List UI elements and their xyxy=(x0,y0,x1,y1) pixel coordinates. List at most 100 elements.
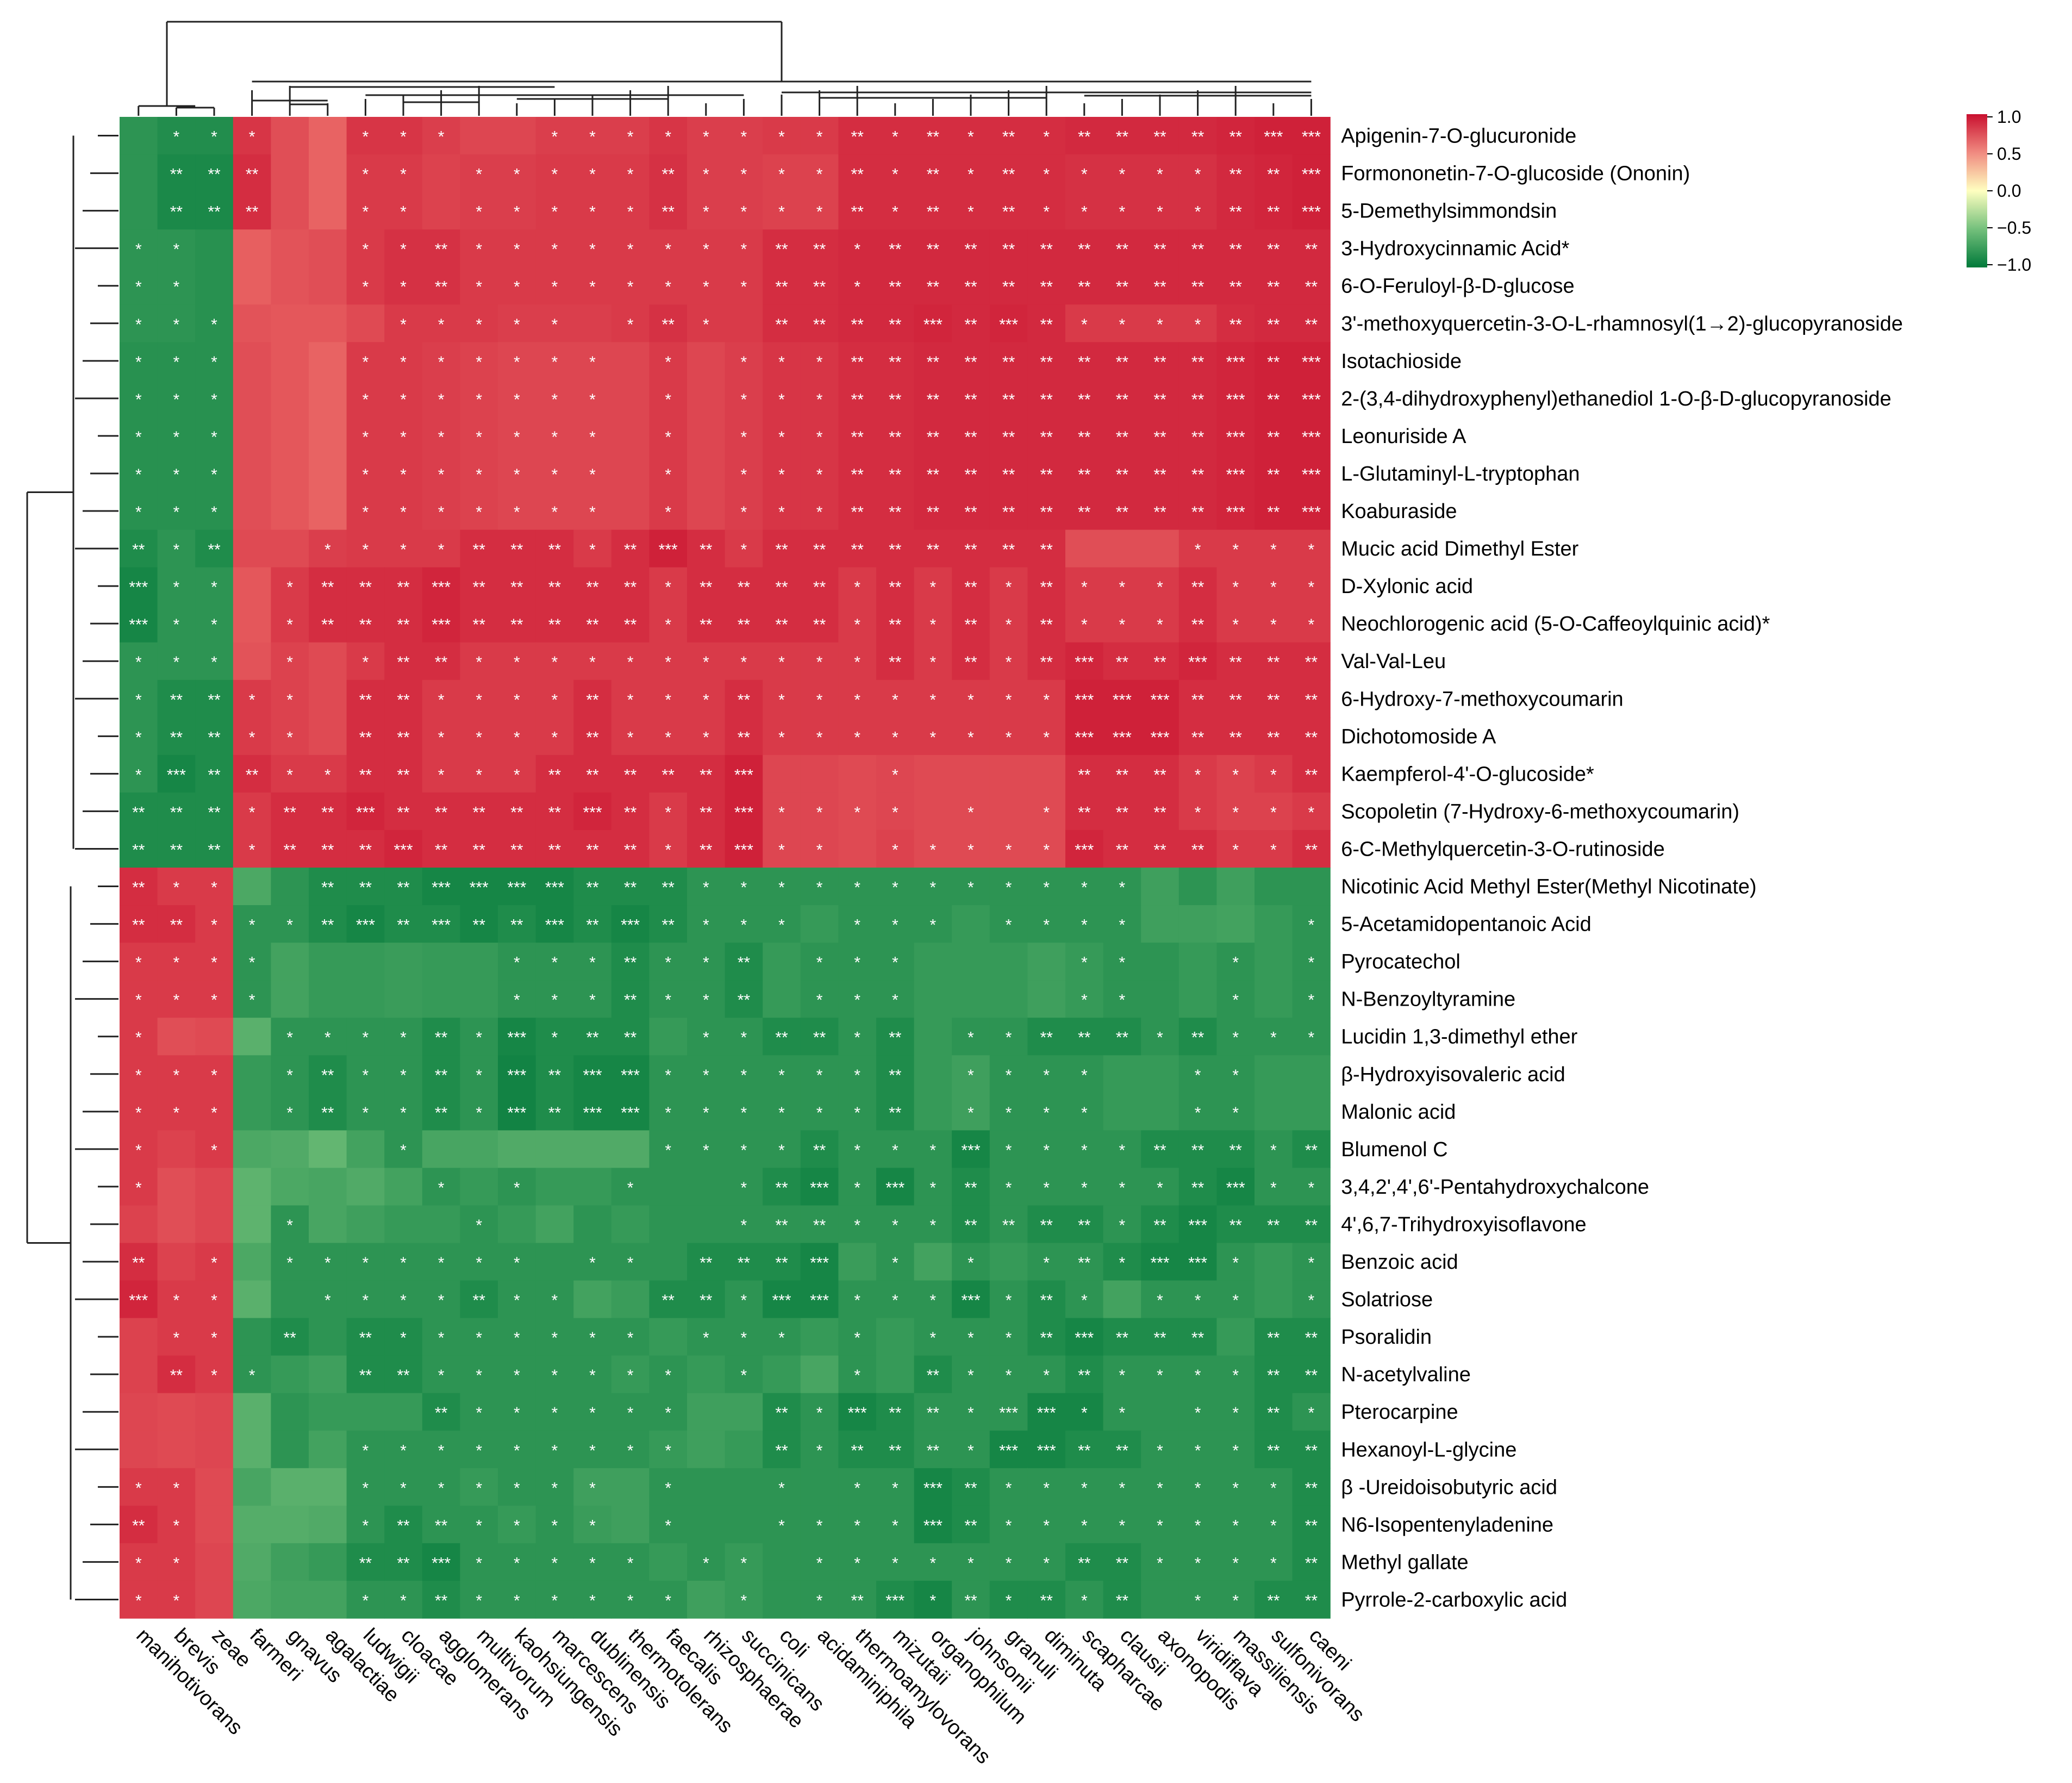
significance-mark: * xyxy=(173,653,180,671)
heatmap-cell xyxy=(384,1280,423,1319)
heatmap-cell xyxy=(838,1505,877,1544)
heatmap-cell xyxy=(1103,117,1141,155)
heatmap-cell xyxy=(233,755,271,793)
significance-mark: * xyxy=(741,917,747,934)
significance-mark: * xyxy=(968,728,974,746)
heatmap-cell xyxy=(1292,1093,1331,1131)
significance-mark: * xyxy=(589,1592,596,1610)
heatmap-cell xyxy=(573,792,612,831)
heatmap-cell xyxy=(725,454,763,493)
heatmap-cell xyxy=(1027,342,1066,380)
heatmap-cell xyxy=(1103,792,1141,831)
heatmap-cell xyxy=(233,604,271,643)
heatmap-cell xyxy=(422,229,460,267)
heatmap-cell xyxy=(309,868,347,906)
significance-mark: * xyxy=(1232,578,1239,596)
significance-mark: * xyxy=(1006,1142,1012,1159)
heatmap-cell xyxy=(1255,905,1293,943)
significance-mark: ** xyxy=(775,241,788,259)
heatmap-cell xyxy=(800,1243,839,1281)
significance-mark: * xyxy=(476,278,482,296)
heatmap-cell xyxy=(876,1468,915,1506)
heatmap-cell xyxy=(1255,267,1293,305)
row-label: N-acetylvaline xyxy=(1341,1363,1471,1386)
significance-mark: ** xyxy=(1230,653,1243,671)
heatmap-cell xyxy=(535,267,574,305)
significance-mark: * xyxy=(438,128,445,146)
heatmap-cell xyxy=(309,529,347,568)
significance-mark: ** xyxy=(1040,428,1053,446)
row-label: Val-Val-Leu xyxy=(1341,650,1446,673)
heatmap-cell xyxy=(1141,1093,1179,1131)
significance-mark: * xyxy=(363,1592,369,1610)
heatmap-cell xyxy=(233,1168,271,1206)
heatmap-cell xyxy=(233,342,271,380)
significance-mark: ** xyxy=(700,616,713,634)
heatmap-cell xyxy=(1292,604,1331,643)
significance-mark: * xyxy=(1232,1592,1239,1610)
heatmap-cell xyxy=(687,868,726,906)
significance-mark: * xyxy=(1006,691,1012,709)
significance-mark: * xyxy=(741,428,747,446)
heatmap-cell xyxy=(649,567,688,606)
heatmap-cell xyxy=(422,1393,460,1431)
heatmap-cell xyxy=(233,454,271,493)
heatmap-cell xyxy=(1065,417,1104,456)
heatmap-cell xyxy=(838,154,877,192)
heatmap-cell xyxy=(1292,492,1331,531)
significance-mark: * xyxy=(816,803,823,821)
heatmap-cell xyxy=(763,529,801,568)
heatmap-cell xyxy=(120,1280,158,1319)
heatmap-cell xyxy=(460,342,498,380)
row-label: D-Xylonic acid xyxy=(1341,575,1473,598)
heatmap-cell xyxy=(460,604,498,643)
heatmap-cell xyxy=(346,1018,385,1056)
significance-mark: ** xyxy=(624,1029,637,1047)
heatmap-cell xyxy=(346,1168,385,1206)
significance-mark: ** xyxy=(397,879,410,897)
heatmap-cell xyxy=(725,417,763,456)
significance-mark: ** xyxy=(738,578,751,596)
significance-mark: ** xyxy=(775,541,788,559)
significance-mark: * xyxy=(1081,992,1088,1009)
significance-mark: * xyxy=(1195,316,1201,334)
heatmap-cell xyxy=(535,1505,574,1544)
heatmap-cell xyxy=(309,905,347,943)
significance-mark: * xyxy=(249,917,255,934)
significance-mark: * xyxy=(854,728,860,746)
significance-mark: * xyxy=(1232,954,1239,972)
heatmap-cell xyxy=(876,905,915,943)
significance-mark: *** xyxy=(923,1479,943,1497)
significance-mark: * xyxy=(1232,1404,1239,1422)
significance-mark: * xyxy=(854,1367,860,1385)
significance-mark: * xyxy=(1270,616,1277,634)
significance-mark: ** xyxy=(1002,1217,1015,1235)
heatmap-cell xyxy=(120,342,158,380)
significance-mark: ** xyxy=(1002,353,1015,371)
heatmap-cell xyxy=(233,379,271,417)
significance-mark: * xyxy=(892,1254,898,1272)
heatmap-cell xyxy=(800,1093,839,1131)
heatmap-cell xyxy=(1292,717,1331,756)
significance-mark: * xyxy=(854,803,860,821)
heatmap-cell xyxy=(271,980,309,1018)
heatmap-cell xyxy=(1065,755,1104,793)
significance-mark: * xyxy=(1043,166,1050,184)
heatmap-cell xyxy=(1141,1168,1179,1206)
heatmap-cell xyxy=(535,755,574,793)
heatmap-cell xyxy=(233,529,271,568)
significance-mark: ** xyxy=(889,616,902,634)
heatmap-cell xyxy=(498,454,536,493)
heatmap-cell xyxy=(346,1393,385,1431)
heatmap-cell xyxy=(195,1543,234,1581)
heatmap-cell xyxy=(914,1280,952,1319)
heatmap-cell xyxy=(952,1318,990,1356)
significance-mark: ** xyxy=(1078,1217,1091,1235)
heatmap-cell xyxy=(763,1318,801,1356)
heatmap-cell xyxy=(498,1018,536,1056)
heatmap-cell xyxy=(1255,1543,1293,1581)
heatmap-cell xyxy=(422,1430,460,1469)
significance-mark: * xyxy=(400,241,407,259)
heatmap-cell xyxy=(346,304,385,342)
significance-mark: * xyxy=(173,391,180,409)
